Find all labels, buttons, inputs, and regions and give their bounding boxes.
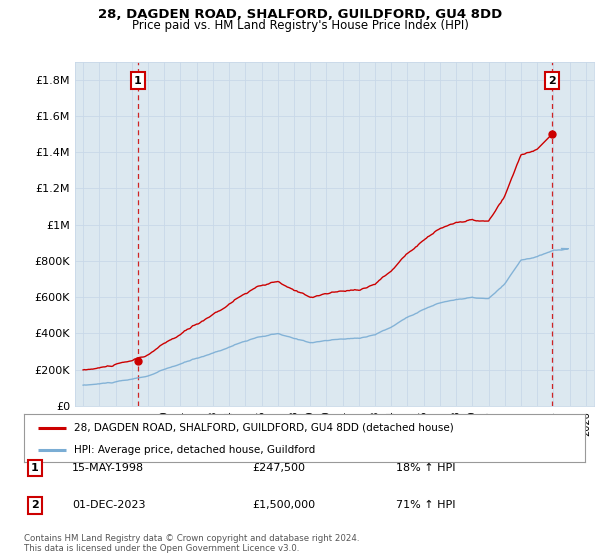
Text: 18% ↑ HPI: 18% ↑ HPI	[396, 463, 455, 473]
Text: £1,500,000: £1,500,000	[252, 501, 315, 510]
Text: 1: 1	[134, 76, 142, 86]
Text: £247,500: £247,500	[252, 463, 305, 473]
Text: 28, DAGDEN ROAD, SHALFORD, GUILDFORD, GU4 8DD (detached house): 28, DAGDEN ROAD, SHALFORD, GUILDFORD, GU…	[74, 423, 454, 433]
Text: Price paid vs. HM Land Registry's House Price Index (HPI): Price paid vs. HM Land Registry's House …	[131, 19, 469, 32]
Text: 28, DAGDEN ROAD, SHALFORD, GUILDFORD, GU4 8DD: 28, DAGDEN ROAD, SHALFORD, GUILDFORD, GU…	[98, 8, 502, 21]
Text: HPI: Average price, detached house, Guildford: HPI: Average price, detached house, Guil…	[74, 445, 316, 455]
Text: 2: 2	[31, 501, 38, 510]
Text: 71% ↑ HPI: 71% ↑ HPI	[396, 501, 455, 510]
Text: 01-DEC-2023: 01-DEC-2023	[72, 501, 146, 510]
Text: 1: 1	[31, 463, 38, 473]
Text: 15-MAY-1998: 15-MAY-1998	[72, 463, 144, 473]
Text: 2: 2	[548, 76, 556, 86]
Text: Contains HM Land Registry data © Crown copyright and database right 2024.
This d: Contains HM Land Registry data © Crown c…	[24, 534, 359, 553]
